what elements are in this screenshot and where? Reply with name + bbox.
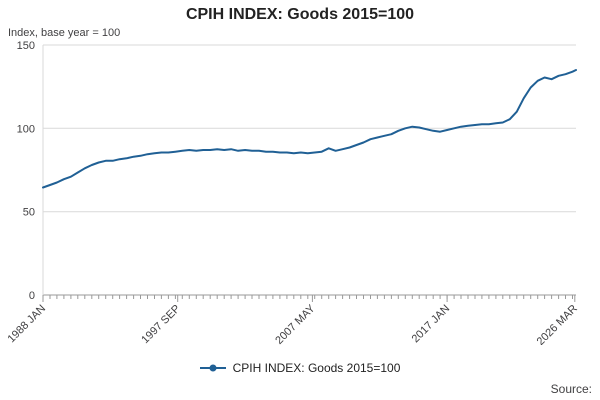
legend-line-icon (199, 364, 226, 372)
y-axis-units-note: Index, base year = 100 (8, 27, 121, 39)
chart-title: CPIH INDEX: Goods 2015=100 (185, 6, 415, 23)
legend-dot (209, 364, 217, 372)
legend[interactable]: CPIH INDEX: Goods 2015=100 (0, 361, 600, 375)
x-tick-label: 2026 MAR (535, 303, 580, 345)
legend-label: CPIH INDEX: Goods 2015=100 (232, 361, 401, 375)
x-tick-label: 2017 JAN (410, 303, 453, 345)
x-tick-label: 1988 JAN (5, 303, 48, 345)
plot-area: 0 50 100 150 1988 JAN 1997 SEP 2007 MAY 2017 JA… (5, 40, 580, 345)
source-note: Source: (550, 382, 592, 396)
y-tick-label: 100 (17, 123, 35, 135)
y-tick-label: 150 (17, 40, 35, 52)
x-tick-label: 2007 MAY (273, 302, 318, 345)
y-tick-label: 0 (29, 290, 35, 302)
series-line (42, 69, 577, 189)
x-tick-label: 1997 SEP (139, 303, 183, 345)
y-tick-label: 50 (23, 207, 35, 219)
